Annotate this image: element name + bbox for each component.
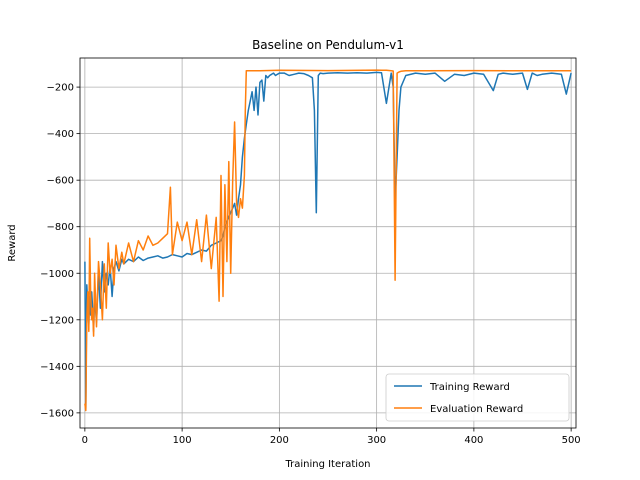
plot-frame bbox=[79, 57, 577, 429]
y-tick-label: −800 bbox=[47, 222, 74, 233]
x-axis-label: Training Iteration bbox=[284, 459, 370, 470]
x-tick-label: 0 bbox=[82, 435, 88, 446]
x-tick-label: 300 bbox=[367, 435, 386, 446]
x-tick-label: 500 bbox=[562, 435, 581, 446]
y-tick-label: −200 bbox=[47, 83, 74, 94]
y-tick-label: −1200 bbox=[40, 315, 74, 326]
y-tick-label: −400 bbox=[47, 129, 74, 140]
legend-box bbox=[385, 373, 570, 422]
x-tick-label: 200 bbox=[270, 435, 289, 446]
x-tick-label: 400 bbox=[464, 435, 483, 446]
y-axis-ticks: −1600 −1400 −1200 −1000 −800 −600 −400 −200 bbox=[40, 83, 80, 419]
series-line-evaluation-reward bbox=[84, 69, 572, 412]
x-axis-ticks: 0 100 200 300 400 500 bbox=[82, 428, 581, 446]
series-group bbox=[84, 69, 572, 412]
x-tick-label: 100 bbox=[173, 435, 192, 446]
legend: Training Reward Evaluation Reward bbox=[385, 373, 570, 422]
y-tick-label: −1400 bbox=[40, 362, 74, 373]
y-axis-label: Reward bbox=[7, 224, 18, 261]
chart-title: Baseline on Pendulum-v1 bbox=[252, 38, 404, 52]
y-tick-label: −600 bbox=[47, 176, 74, 187]
y-tick-label: −1600 bbox=[40, 408, 74, 419]
grid bbox=[80, 58, 576, 428]
y-tick-label: −1000 bbox=[40, 269, 74, 280]
legend-label-training: Training Reward bbox=[429, 382, 510, 393]
legend-label-evaluation: Evaluation Reward bbox=[430, 404, 523, 415]
